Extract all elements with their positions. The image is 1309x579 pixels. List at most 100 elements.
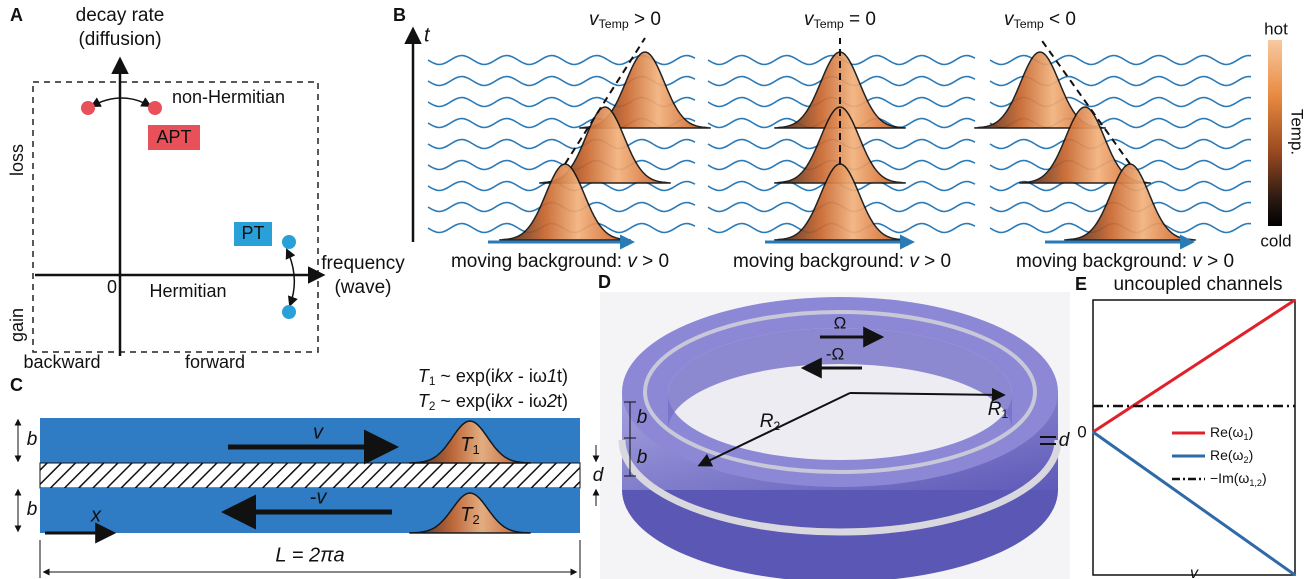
- label: moving background: v > 0: [733, 251, 951, 272]
- text-part: 2: [773, 419, 780, 433]
- coupling-arrow: [287, 250, 294, 305]
- text-part: moving background:: [451, 251, 627, 272]
- text-part: Temp: [1014, 17, 1044, 31]
- label: Hermitian: [149, 281, 226, 301]
- label: cold: [1260, 231, 1291, 250]
- spacer: [40, 463, 580, 488]
- panel-label: A: [10, 5, 23, 25]
- panel-b: [428, 38, 1251, 240]
- label: moving background: v > 0: [1016, 251, 1234, 272]
- pt-point: [282, 305, 296, 319]
- label: v: [1190, 565, 1199, 579]
- ring-photo: [600, 292, 1070, 579]
- apt-point: [148, 101, 162, 115]
- label: b: [27, 429, 38, 450]
- label: APT: [156, 127, 191, 147]
- label: hot: [1264, 19, 1288, 38]
- panel-label: B: [393, 5, 406, 25]
- label: t: [424, 24, 431, 46]
- label: Re(ω1): [1210, 424, 1253, 443]
- text-part: 1: [472, 442, 479, 457]
- re-omega1-line: [1093, 300, 1295, 432]
- label: gain: [7, 308, 27, 342]
- page: { "panel_a": {"label": "A", "y_axis_titl…: [0, 0, 1309, 579]
- text-part: 1: [547, 366, 557, 386]
- label: −Im(ω1,2): [1210, 470, 1267, 489]
- label: d: [593, 465, 605, 486]
- label: non-Hermitian: [172, 87, 285, 107]
- wave: [428, 140, 695, 149]
- text-part: ): [1262, 470, 1267, 486]
- temperature-pulse: [775, 164, 905, 240]
- label: b: [27, 499, 38, 520]
- label: decay rate: [76, 5, 165, 26]
- wave: [990, 140, 1251, 149]
- apt-point: [81, 101, 95, 115]
- label: T1 ~ exp(ikx - iω1t): [418, 366, 568, 388]
- text-part: ): [1249, 447, 1254, 463]
- text-part: 1,2: [1249, 478, 1262, 488]
- text-part: R: [988, 399, 1002, 420]
- text-part: = 0: [844, 9, 876, 30]
- text-part: kx: [495, 366, 514, 386]
- label: PT: [241, 223, 264, 243]
- figure: Adecay rate (diffusion) non-Hermitian APT PT…: [0, 0, 1309, 579]
- text-part: - iω: [513, 366, 547, 386]
- panel-label: E: [1075, 274, 1087, 294]
- text-part: Re(ω: [1210, 447, 1244, 463]
- text-part: ): [562, 366, 568, 386]
- plot-frame: [1093, 300, 1295, 575]
- colorbar: [1268, 40, 1282, 226]
- label: v: [313, 421, 324, 443]
- text-part: kx: [495, 391, 514, 411]
- text-part: 2: [546, 391, 557, 411]
- label: d: [1059, 430, 1071, 451]
- text-part: Temp: [814, 17, 844, 31]
- label: (wave): [334, 277, 391, 298]
- text-part: Temp: [599, 17, 629, 31]
- text-part: < 0: [1044, 9, 1076, 30]
- label: Ω: [834, 313, 847, 332]
- text-part: > 0: [637, 251, 669, 272]
- label: -Ω: [826, 344, 844, 363]
- text-part: moving background:: [1016, 251, 1192, 272]
- text-part: R: [760, 411, 774, 432]
- label: (diffusion): [78, 29, 161, 50]
- label: loss: [7, 144, 27, 176]
- text-part: - iω: [513, 391, 547, 411]
- label: -v: [310, 486, 328, 508]
- text-part: Re(ω: [1210, 424, 1244, 440]
- text-part: 2: [472, 512, 479, 527]
- panel-label: C: [10, 375, 23, 395]
- label: Temp.: [1288, 109, 1307, 155]
- label: vTemp > 0: [589, 9, 661, 31]
- label: frequency: [321, 253, 405, 274]
- text-part: > 0: [919, 251, 951, 272]
- label: T2 ~ exp(ikx - iω2t): [418, 391, 568, 413]
- label: b: [637, 447, 648, 468]
- text-part: ): [562, 391, 568, 411]
- panel-label: D: [598, 272, 611, 292]
- label: uncoupled channels: [1113, 274, 1282, 295]
- dashed-box: [33, 82, 318, 352]
- pt-point: [282, 235, 296, 249]
- label: forward: [185, 352, 245, 372]
- text-part: > 0: [1202, 251, 1234, 272]
- label: x: [90, 504, 102, 526]
- text-part: ): [1249, 424, 1254, 440]
- label: vTemp < 0: [1004, 9, 1076, 31]
- label: vTemp = 0: [804, 9, 876, 31]
- label: L = 2πa: [275, 544, 344, 566]
- text-part: −Im(ω: [1210, 470, 1249, 486]
- label: backward: [23, 352, 100, 372]
- text-part: 1: [1001, 407, 1008, 421]
- text-part: moving background:: [733, 251, 909, 272]
- label: 0: [107, 277, 117, 297]
- label: moving background: v > 0: [451, 251, 669, 272]
- text-part: ~ exp(i: [435, 391, 495, 411]
- re-omega2-line: [1093, 432, 1295, 575]
- label: Re(ω2): [1210, 447, 1253, 466]
- text-part: ~ exp(i: [435, 366, 495, 386]
- label: b: [637, 407, 648, 428]
- label: 0: [1077, 422, 1086, 441]
